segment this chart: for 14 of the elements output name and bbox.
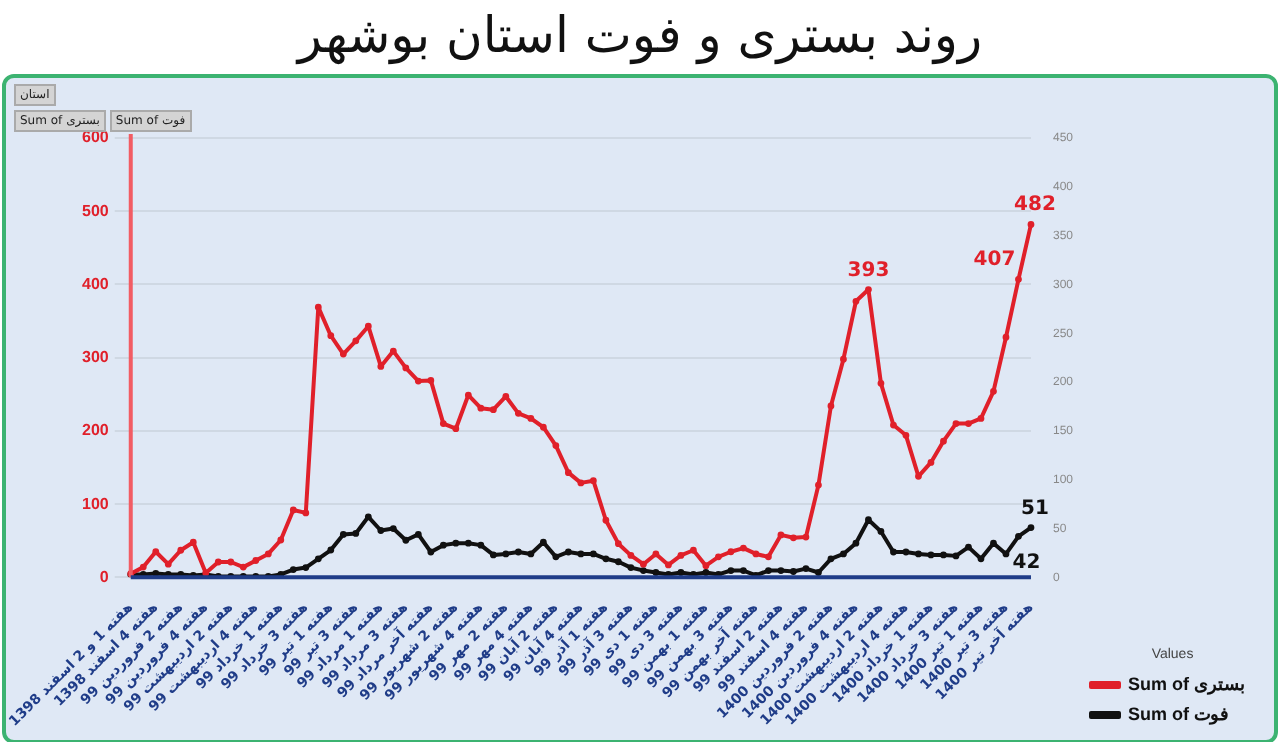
legend-label: Sum of فوت	[1128, 703, 1228, 726]
data-label: 482	[1014, 194, 1056, 217]
chart-title: روند بستری و فوت استان بوشهر	[293, 4, 985, 69]
data-label: 51	[1021, 497, 1049, 520]
y-tick-label: 200	[82, 421, 110, 440]
data-label: 407	[973, 249, 1016, 272]
y-tick-label: 100	[82, 494, 110, 513]
y-tick-label: 400	[82, 274, 110, 293]
y-tick-label: 0	[99, 567, 110, 586]
data-label: 393	[847, 259, 890, 282]
data-label: 42	[1012, 552, 1041, 575]
legend-label: Sum of بستری	[1128, 673, 1246, 696]
y-tick-label: 300	[82, 348, 110, 367]
y-tick-label: 500	[82, 201, 110, 220]
